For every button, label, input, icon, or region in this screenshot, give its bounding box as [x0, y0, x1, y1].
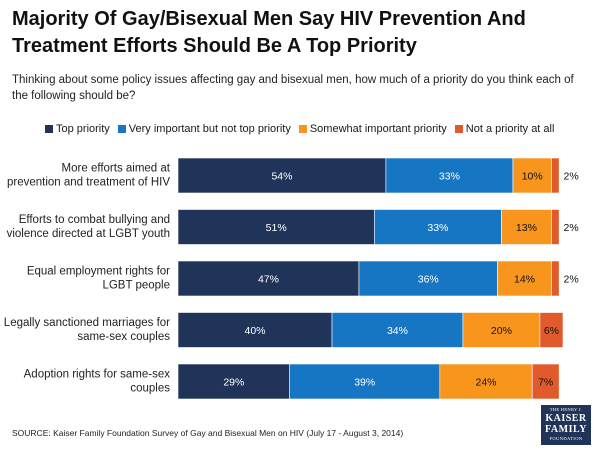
legend-swatch: [45, 125, 53, 133]
category-label: Adoption rights for same-sex couples: [24, 369, 171, 395]
bar-segment: [177, 209, 375, 245]
data-label: 14%: [514, 274, 535, 286]
logo-line-1: THE HENRY J.: [549, 407, 583, 412]
legend-item-very-important: Very important but not top priority: [117, 123, 291, 135]
category-label-line: same-sex couples: [77, 331, 170, 343]
data-label: 54%: [271, 171, 292, 183]
bar-segment: [358, 260, 498, 297]
data-label: 13%: [516, 222, 537, 234]
data-label: 2%: [564, 171, 579, 183]
stacked-bar-chart: More efforts aimed at prevention and trea…: [4, 157, 579, 400]
legend-item-top-priority: Top priority: [45, 123, 110, 135]
kff-logo: THE HENRY J. KAISER FAMILY FOUNDATION: [541, 405, 591, 445]
data-label: 29%: [223, 377, 244, 389]
bar-segment: [539, 312, 564, 348]
chart-subtitle: Thinking about some policy issues affect…: [12, 74, 574, 102]
legend-item-somewhat-important: Somewhat important priority: [298, 123, 447, 135]
legend-label: Very important but not top priority: [128, 123, 291, 135]
category-label-line: Equal employment rights for: [27, 266, 170, 278]
data-label: 24%: [475, 377, 496, 389]
source-note: SOURCE: Kaiser Family Foundation Survey …: [12, 428, 404, 438]
category-label: More efforts aimed at prevention and trea…: [7, 163, 171, 189]
legend-label: Not a priority at all: [465, 123, 555, 135]
data-label: 2%: [564, 274, 579, 286]
data-label: 34%: [387, 325, 408, 337]
bar-segment: [551, 157, 560, 194]
category-label-line: Efforts to combat bullying and: [19, 214, 170, 226]
legend-label: Somewhat important priority: [309, 123, 447, 135]
bar-segment: [497, 260, 552, 297]
category-label: Efforts to combat bullying and violence d…: [7, 214, 170, 240]
chart-title: Majority Of Gay/Bisexual Men Say HIV Pre…: [12, 8, 526, 57]
data-label: 7%: [538, 377, 553, 389]
bar-segment: [551, 260, 560, 297]
data-label: 39%: [354, 377, 375, 389]
logo-line-3: FAMILY: [545, 423, 587, 435]
data-label: 33%: [439, 171, 460, 183]
bar-segment: [501, 209, 552, 245]
category-label-line: couples: [130, 383, 170, 395]
bar-segment: [512, 157, 552, 194]
data-label: 51%: [266, 222, 287, 234]
data-label: 2%: [564, 222, 579, 234]
data-label: 47%: [258, 274, 279, 286]
category-label-line: More efforts aimed at: [62, 163, 171, 175]
category-label-line: LGBT people: [102, 280, 170, 292]
category-label-line: Adoption rights for same-sex: [24, 369, 171, 381]
data-label: 10%: [522, 171, 543, 183]
bar-segment: [531, 363, 560, 400]
category-label-line: Legally sanctioned marriages for: [4, 317, 170, 329]
legend-swatch: [454, 125, 463, 133]
bar-segment: [374, 209, 502, 245]
category-label-line: prevention and treatment of HIV: [7, 177, 170, 189]
bar-segment: [177, 260, 360, 297]
legend: Top priority Very important but not top …: [45, 122, 562, 136]
legend-label: Top priority: [56, 123, 110, 135]
bar-segment: [385, 157, 514, 194]
legend-item-not-a-priority: Not a priority at all: [454, 123, 555, 135]
data-label: 36%: [418, 274, 439, 286]
bar-segment: [177, 157, 387, 194]
data-label: 6%: [544, 325, 559, 337]
category-label-line: violence directed at LGBT youth: [7, 228, 170, 240]
bar-segment: [551, 209, 560, 245]
category-label: Equal employment rights for LGBT people: [27, 266, 170, 292]
bar-segment: [177, 312, 333, 348]
bar-segment: [177, 363, 290, 400]
category-label: Legally sanctioned marriages for same-sex…: [4, 317, 170, 343]
data-label: 40%: [244, 325, 265, 337]
legend-swatch: [117, 125, 126, 133]
data-label: 20%: [491, 325, 512, 337]
bar-segment: [289, 363, 441, 400]
data-label: 33%: [427, 222, 448, 234]
bar-segment: [462, 312, 541, 348]
bar-segment: [331, 312, 464, 348]
bar-segment: [439, 363, 533, 400]
logo-line-2: KAISER: [545, 412, 587, 424]
legend-swatch: [298, 125, 307, 133]
logo-line-4: FOUNDATION: [549, 435, 583, 441]
